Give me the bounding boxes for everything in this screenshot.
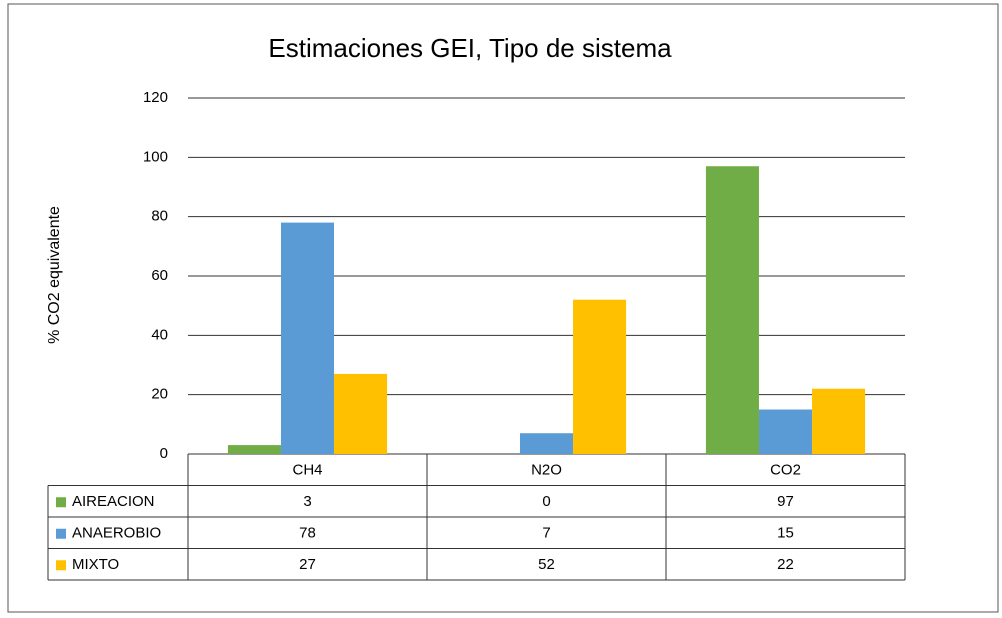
table-value: 0 xyxy=(542,493,550,510)
legend-label: MIXTO xyxy=(72,556,119,573)
x-tick-label: CH4 xyxy=(292,462,322,479)
legend-label: AIREACION xyxy=(72,493,155,510)
y-tick-label: 120 xyxy=(143,89,168,106)
table-value: 27 xyxy=(299,556,316,573)
y-tick-label: 20 xyxy=(151,386,168,403)
x-tick-label: CO2 xyxy=(770,462,801,479)
y-tick-label: 80 xyxy=(151,208,168,225)
legend-key xyxy=(56,528,66,539)
legend-key xyxy=(56,497,66,508)
legend-key xyxy=(56,560,66,571)
bar xyxy=(705,166,759,454)
y-tick-label: 0 xyxy=(160,445,168,462)
table-value: 97 xyxy=(777,493,794,510)
legend-label: ANAEROBIO xyxy=(72,525,161,542)
y-tick-label: 40 xyxy=(151,326,168,343)
bar xyxy=(812,388,866,454)
y-tick-label: 60 xyxy=(151,267,168,284)
table-value: 15 xyxy=(777,525,794,542)
table-value: 22 xyxy=(777,556,794,573)
bar xyxy=(227,445,281,454)
y-tick-label: 100 xyxy=(143,148,168,165)
x-tick-label: N2O xyxy=(531,462,562,479)
y-axis-label: % CO2 equivalente xyxy=(46,206,63,344)
table-value: 3 xyxy=(303,493,311,510)
bar xyxy=(758,409,813,454)
chart-title: Estimaciones GEI, Tipo de sistema xyxy=(268,33,672,63)
table-value: 7 xyxy=(542,525,550,542)
table-value: 78 xyxy=(299,525,316,542)
table-value: 52 xyxy=(538,556,555,573)
bar xyxy=(519,433,574,454)
chart-border xyxy=(7,3,999,613)
bar xyxy=(334,373,388,454)
bar xyxy=(280,222,335,454)
bar xyxy=(573,299,627,454)
